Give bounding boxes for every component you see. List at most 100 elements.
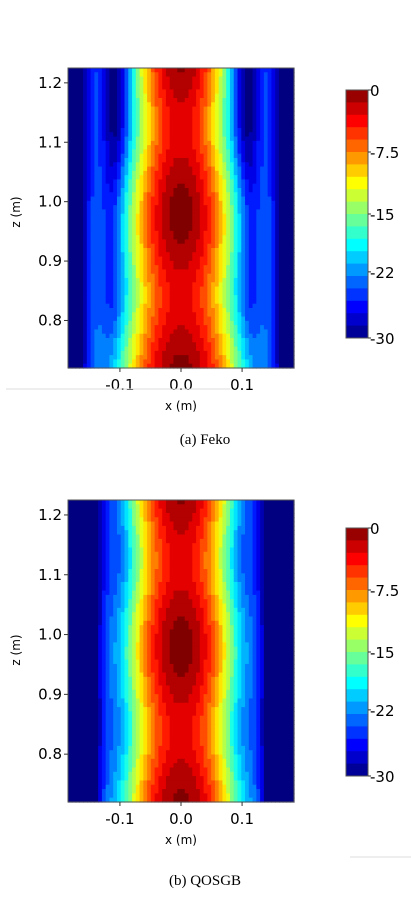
heatmap-cell: [188, 213, 193, 219]
heatmap-cell: [256, 72, 261, 78]
heatmap-cell: [211, 273, 216, 279]
heatmap-cell: [165, 140, 171, 146]
heatmap-cell: [271, 140, 276, 146]
heatmap-cell: [124, 312, 129, 318]
heatmap-cell: [290, 299, 295, 305]
heatmap-cell: [135, 252, 141, 258]
heatmap-cell: [139, 162, 144, 168]
heatmap-cell: [128, 200, 133, 206]
heatmap-cell: [203, 273, 208, 279]
heatmap-cell: [105, 93, 111, 99]
heatmap-cell: [165, 230, 171, 236]
heatmap-cell: [124, 230, 129, 236]
heatmap-cell: [282, 350, 288, 356]
heatmap-cell: [263, 525, 269, 531]
heatmap-cell: [128, 179, 133, 185]
heatmap-cell: [248, 282, 254, 288]
heatmap-cell: [184, 85, 190, 91]
heatmap-cell: [71, 106, 77, 112]
heatmap-cell: [211, 508, 216, 514]
colorbar-swatch: [346, 288, 368, 302]
heatmap-cell: [222, 119, 227, 125]
heatmap-cell: [169, 175, 175, 181]
heatmap-cell: [256, 175, 261, 181]
heatmap-cell: [165, 222, 171, 228]
heatmap-cell: [86, 534, 92, 540]
heatmap-cell: [75, 320, 80, 326]
heatmap-cell: [147, 547, 152, 553]
heatmap-cell: [267, 93, 272, 99]
heatmap-cell: [98, 136, 103, 142]
heatmap-cell: [184, 290, 190, 296]
heatmap-cell: [256, 325, 261, 331]
heatmap-cell: [173, 128, 178, 133]
colorbar-swatch: [346, 152, 368, 165]
heatmap-cell: [68, 333, 73, 339]
heatmap-cell: [90, 89, 95, 95]
heatmap-cell: [278, 80, 284, 86]
heatmap-cell: [147, 149, 152, 155]
heatmap-cell: [116, 179, 122, 185]
heatmap-cell: [282, 243, 288, 249]
heatmap-cell: [275, 149, 280, 155]
heatmap-cell: [203, 179, 208, 185]
heatmap-cell: [162, 295, 167, 301]
x-tick-label: -0.1: [105, 376, 134, 394]
heatmap-cell: [222, 243, 227, 249]
heatmap-cell: [290, 170, 295, 176]
heatmap-cell: [214, 239, 220, 245]
heatmap-cell: [143, 170, 148, 176]
heatmap-cell: [162, 170, 167, 176]
heatmap-cell: [196, 128, 201, 133]
heatmap-cell: [94, 85, 99, 91]
heatmap-cell: [147, 286, 152, 292]
heatmap-cell: [113, 106, 118, 112]
heatmap-cell: [282, 312, 288, 318]
heatmap-cell: [267, 222, 272, 228]
heatmap-cell: [214, 158, 220, 163]
heatmap-cell: [203, 248, 208, 253]
heatmap-cell: [248, 342, 254, 348]
heatmap-cell: [94, 218, 99, 223]
heatmap-cell: [233, 252, 239, 258]
heatmap-cell: [109, 226, 114, 232]
heatmap-cell: [245, 308, 250, 313]
heatmap-cell: [86, 308, 92, 313]
heatmap-cell: [68, 192, 73, 198]
heatmap-cell: [267, 123, 272, 129]
heatmap-cell: [214, 282, 220, 288]
heatmap-cell: [143, 110, 148, 116]
heatmap-cell: [181, 329, 186, 335]
heatmap-cell: [79, 175, 84, 181]
heatmap-cell: [196, 188, 201, 193]
heatmap-cell: [214, 80, 220, 86]
heatmap-cell: [79, 179, 84, 185]
heatmap-cell: [245, 76, 250, 82]
heatmap-cell: [86, 230, 92, 236]
heatmap-cell: [196, 295, 201, 301]
heatmap-cell: [101, 166, 107, 172]
heatmap-cell: [267, 517, 272, 523]
heatmap-cell: [237, 119, 242, 125]
heatmap-cell: [147, 162, 152, 168]
heatmap-cell: [90, 239, 95, 245]
heatmap-cell: [290, 128, 295, 133]
heatmap-cell: [132, 286, 137, 292]
heatmap-cell: [196, 205, 201, 211]
heatmap-cell: [120, 72, 126, 78]
heatmap-cell: [248, 183, 254, 189]
heatmap-cell: [79, 85, 84, 91]
heatmap-cell: [267, 115, 272, 121]
heatmap-cell: [229, 282, 235, 288]
heatmap-cell: [260, 188, 265, 193]
heatmap-cell: [71, 282, 77, 288]
heatmap-cell: [214, 316, 220, 322]
heatmap-cell: [192, 320, 197, 326]
heatmap-cell: [135, 547, 141, 553]
heatmap-cell: [226, 299, 231, 305]
heatmap-cell: [229, 338, 235, 343]
heatmap-cell: [154, 132, 159, 138]
heatmap-cell: [116, 260, 122, 266]
heatmap-cell: [79, 500, 84, 505]
heatmap-cell: [132, 213, 137, 219]
